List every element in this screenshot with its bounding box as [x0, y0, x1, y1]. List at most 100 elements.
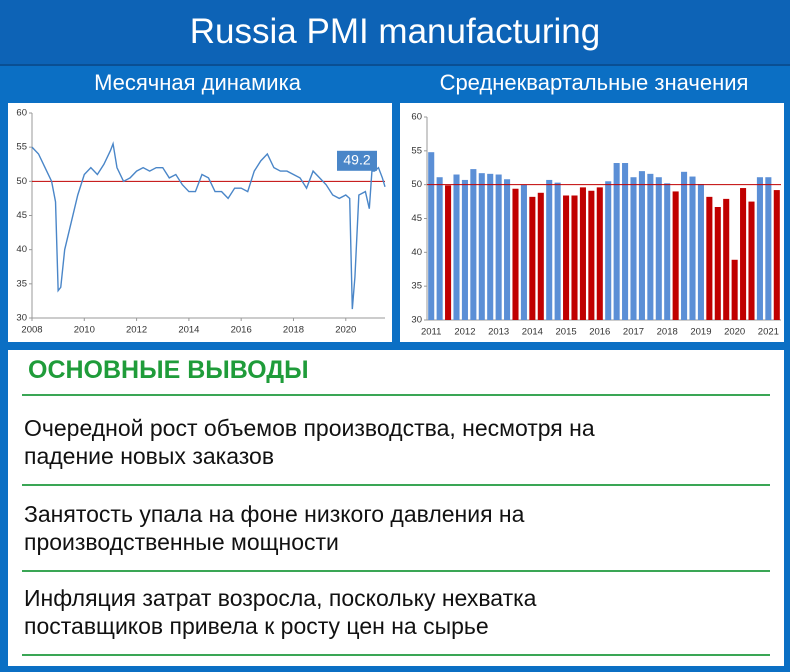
- conclusion: Занятость упала на фоне низкого давления…: [24, 500, 524, 556]
- line: Очередной рост объемов производства, нес…: [24, 415, 595, 441]
- heading: ОСНОВНЫЕ ВЫВОДЫ: [28, 356, 309, 384]
- bar: [697, 183, 704, 320]
- x-tick-label: 2016: [589, 327, 610, 338]
- y-tick-label: 40: [16, 244, 27, 255]
- x-tick-label: 2012: [126, 325, 147, 336]
- bar: [647, 173, 654, 320]
- bar: [773, 190, 780, 320]
- bar: [655, 177, 662, 320]
- x-tick-label: 2013: [488, 327, 509, 338]
- bar: [478, 173, 485, 320]
- bar: [453, 174, 460, 320]
- divider: [22, 394, 770, 396]
- bar: [664, 183, 671, 320]
- bar: [605, 181, 612, 320]
- bar: [638, 171, 645, 320]
- x-tick-label: 2020: [724, 327, 745, 338]
- x-tick-label: 2008: [21, 325, 42, 336]
- bar: [470, 169, 477, 320]
- x-tick-label: 2011: [421, 327, 441, 338]
- bar: [689, 176, 696, 320]
- annotation: 49.2: [343, 152, 370, 168]
- bar: [706, 196, 713, 320]
- bar: [461, 179, 468, 320]
- y-tick-label: 35: [16, 278, 27, 289]
- bar: [765, 177, 772, 320]
- subtitle: Месячная динамика: [94, 70, 301, 95]
- chart: 30 35 40 45 50 55 60 2011 2012 2013 2014 2015 2016 20…: [411, 112, 781, 338]
- bar: [731, 259, 738, 320]
- x-tick-label: 2017: [623, 327, 644, 338]
- divider: [22, 570, 770, 572]
- x-tick-label: 2016: [231, 325, 252, 336]
- bar: [756, 177, 763, 320]
- line: поставщиков привела к росту цен на сырье: [24, 613, 489, 639]
- conclusion: Очередной рост объемов производства, нес…: [24, 414, 595, 470]
- bar: [571, 195, 578, 320]
- x-tick-label: 2014: [178, 325, 199, 336]
- line: [31, 141, 386, 310]
- bar: [495, 174, 502, 320]
- divider: [22, 484, 770, 486]
- y-tick-label: 55: [16, 142, 27, 153]
- bar: [588, 190, 595, 320]
- conclusion: Инфляция затрат возросла, поскольку нехв…: [24, 584, 536, 640]
- bar: [546, 179, 553, 320]
- bar: [487, 173, 494, 320]
- bar: [723, 198, 730, 320]
- y-tick-label: 50: [411, 179, 422, 190]
- bar: [563, 195, 570, 320]
- bar: [740, 188, 747, 320]
- chart: 30 35 40 45 50 55 60 2008 2010 2012 2014 2016 2018 20…: [16, 108, 386, 336]
- line: производственные мощности: [24, 529, 339, 555]
- bar: [622, 163, 629, 320]
- bar: [681, 171, 688, 320]
- bar: [630, 177, 637, 320]
- x-tick-label: 2012: [454, 327, 475, 338]
- divider: [22, 654, 770, 656]
- bar: [748, 201, 755, 320]
- annotation-box: [337, 150, 377, 171]
- x-tick-label: 2015: [556, 327, 577, 338]
- y-tick-label: 60: [411, 112, 422, 123]
- bar: [428, 152, 435, 320]
- y-tick-label: 50: [16, 176, 27, 187]
- y-tick-label: 30: [411, 315, 422, 326]
- bar: [554, 182, 561, 320]
- page-title: Russia PMI manufacturing: [0, 0, 790, 66]
- line: Инфляция затрат возросла, поскольку нехв…: [24, 585, 537, 611]
- subtitle: Среднеквартальные значения: [439, 70, 749, 95]
- bar: [520, 184, 527, 320]
- bar: [436, 177, 443, 320]
- y-tick-label: 45: [411, 213, 422, 224]
- y-tick-label: 40: [411, 247, 422, 258]
- y-tick-label: 45: [16, 210, 27, 221]
- y-tick-label: 30: [16, 313, 27, 324]
- conclusions: ОСНОВНЫЕ ВЫВОДЫ Очередной рост объемов п…: [8, 350, 784, 666]
- y-tick-label: 60: [16, 108, 27, 119]
- panel: 30 35 40 45 50 55 60 2008 2010 2012 2014 2016 2018 20…: [8, 103, 392, 342]
- bar: [714, 206, 721, 320]
- bar: [529, 196, 536, 320]
- line: падение новых заказов: [24, 443, 275, 469]
- bar: [579, 187, 586, 320]
- y-tick-label: 55: [411, 145, 422, 156]
- x-tick-label: 2021: [758, 327, 779, 338]
- line: Занятость упала на фоне низкого давления…: [24, 501, 525, 527]
- x-tick-label: 2018: [657, 327, 678, 338]
- x-tick-label: 2019: [690, 327, 711, 338]
- bar: [672, 191, 679, 320]
- bar: [596, 187, 603, 320]
- bar: [537, 192, 544, 320]
- x-tick-label: 2018: [283, 325, 304, 336]
- bar: [504, 179, 511, 320]
- bar: [445, 185, 452, 320]
- bar: [613, 163, 620, 320]
- panel: 30 35 40 45 50 55 60 2011 2012 2013 2014 2015 2016 20…: [400, 103, 784, 342]
- y-tick-label: 35: [411, 281, 422, 292]
- x-tick-label: 2010: [74, 325, 95, 336]
- bar: [512, 188, 519, 320]
- x-tick-label: 2014: [522, 327, 543, 338]
- x-tick-label: 2020: [335, 325, 356, 336]
